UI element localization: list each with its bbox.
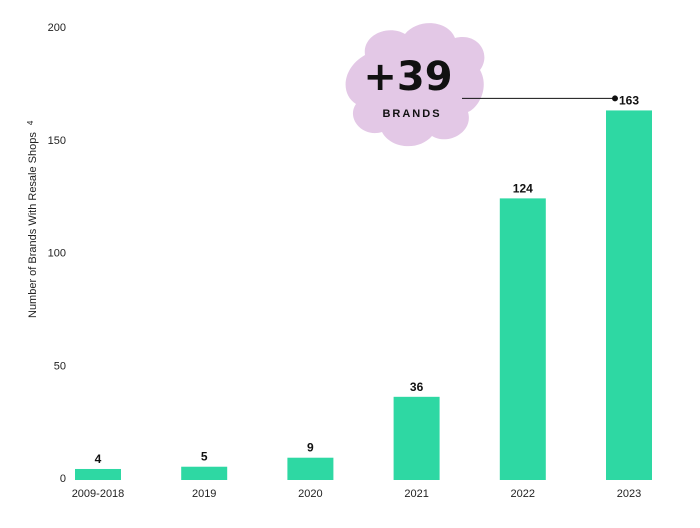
x-category-label: 2021 bbox=[404, 488, 428, 500]
callout-cloud-shape bbox=[345, 23, 485, 147]
x-category-label: 2020 bbox=[298, 488, 322, 500]
callout-label: BRANDS bbox=[382, 108, 441, 120]
y-tick-label: 0 bbox=[60, 473, 66, 485]
bar-data-label: 163 bbox=[619, 93, 639, 107]
bar-data-label: 36 bbox=[410, 380, 424, 394]
bar bbox=[606, 110, 652, 480]
y-axis: 0 50 100 150 200 bbox=[48, 22, 66, 485]
y-tick-label: 100 bbox=[48, 248, 66, 260]
bar-data-label: 124 bbox=[513, 181, 533, 195]
bar bbox=[499, 198, 546, 480]
y-axis-title: Number of Brands With Resale Shops 4 bbox=[26, 120, 39, 318]
y-tick-label: 150 bbox=[48, 135, 66, 147]
bar-data-label: 5 bbox=[201, 450, 208, 464]
callout-value: +39 bbox=[363, 54, 452, 100]
bar bbox=[75, 468, 121, 480]
bar bbox=[287, 457, 334, 480]
callout-connector-dot bbox=[612, 95, 618, 102]
x-category-label: 2023 bbox=[617, 488, 641, 500]
bar bbox=[181, 466, 228, 480]
y-axis-title-footnote: 4 bbox=[26, 120, 35, 125]
bar bbox=[393, 396, 440, 480]
x-category-label: 2009-2018 bbox=[72, 488, 125, 500]
bar-data-label: 9 bbox=[307, 441, 314, 455]
y-tick-label: 50 bbox=[54, 360, 66, 372]
y-axis-title-text: Number of Brands With Resale Shops bbox=[27, 132, 39, 318]
bar-data-label: 4 bbox=[95, 452, 102, 466]
x-category-label: 2022 bbox=[511, 488, 535, 500]
x-category-label: 2019 bbox=[192, 488, 216, 500]
callout: +39 BRANDS bbox=[345, 23, 618, 147]
y-tick-label: 200 bbox=[48, 22, 66, 34]
bars: 4 2009-2018 5 2019 9 2020 36 2021 124 2022 163 2023 bbox=[72, 93, 652, 500]
